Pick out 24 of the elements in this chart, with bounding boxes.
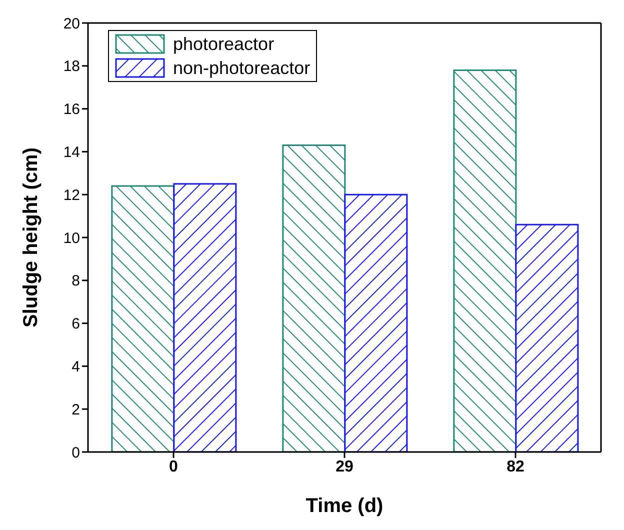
legend-label: photoreactor	[173, 33, 274, 56]
bar	[344, 194, 408, 452]
x-tick-label: 0	[169, 458, 178, 476]
bar	[173, 183, 237, 452]
y-tick-label: 14	[63, 144, 80, 162]
y-tick-label: 8	[72, 272, 80, 290]
y-tick-label: 20	[63, 15, 80, 32]
bar	[515, 224, 579, 452]
y-tick-label: 10	[63, 230, 80, 247]
y-tick-label: 4	[72, 358, 80, 376]
y-tick-label: 0	[72, 444, 80, 462]
y-tick-label: 16	[63, 101, 80, 118]
bar	[453, 69, 517, 452]
bar	[282, 144, 346, 452]
y-tick-label: 2	[72, 401, 80, 418]
x-tick-label: 82	[506, 458, 524, 476]
x-tick-label: 29	[336, 458, 354, 476]
y-tick-label: 12	[63, 186, 80, 204]
bar	[111, 185, 175, 452]
y-tick-label: 6	[72, 316, 80, 333]
y-tick-label: 18	[63, 58, 80, 76]
x-axis-title: Time (d)	[306, 495, 384, 517]
y-axis-title: Sludge height (cm)	[20, 148, 42, 328]
legend-label: non-photoreactor	[173, 57, 310, 80]
